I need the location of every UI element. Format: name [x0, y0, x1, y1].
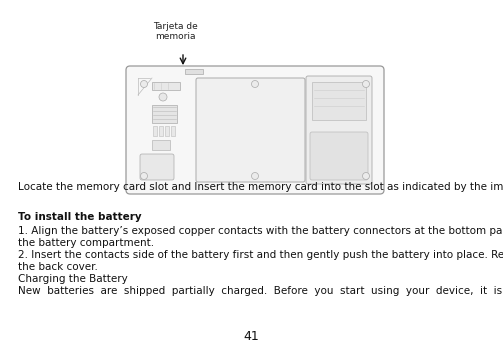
Text: New  batteries  are  shipped  partially  charged.  Before  you  start  using  yo: New batteries are shipped partially char…	[18, 286, 502, 296]
Text: the battery compartment.: the battery compartment.	[18, 238, 154, 248]
Text: Charging the Battery: Charging the Battery	[18, 274, 128, 284]
Text: To install the battery: To install the battery	[18, 212, 142, 222]
Text: 1. Align the battery’s exposed copper contacts with the battery connectors at th: 1. Align the battery’s exposed copper co…	[18, 226, 503, 236]
Text: 41: 41	[243, 330, 259, 343]
Bar	[152, 105, 177, 123]
Text: 2. Insert the contacts side of the battery first and then gently push the batter: 2. Insert the contacts side of the batte…	[18, 250, 503, 260]
Bar	[159, 126, 163, 136]
Bar	[185, 69, 203, 74]
Bar	[152, 82, 180, 90]
Circle shape	[252, 81, 259, 88]
FancyBboxPatch shape	[306, 76, 372, 184]
Circle shape	[363, 81, 370, 88]
Circle shape	[252, 172, 259, 179]
Bar	[152, 140, 170, 150]
Bar	[165, 126, 169, 136]
Bar	[171, 126, 175, 136]
FancyBboxPatch shape	[140, 154, 174, 180]
Text: the back cover.: the back cover.	[18, 262, 98, 272]
Circle shape	[363, 172, 370, 179]
Circle shape	[140, 172, 147, 179]
Circle shape	[159, 93, 167, 101]
FancyBboxPatch shape	[196, 78, 305, 182]
FancyBboxPatch shape	[126, 66, 384, 194]
Text: Tarjeta de
memoria: Tarjeta de memoria	[152, 22, 197, 42]
FancyBboxPatch shape	[310, 132, 368, 180]
Text: Locate the memory card slot and Insert the memory card into the slot as indicate: Locate the memory card slot and Insert t…	[18, 182, 503, 192]
Circle shape	[140, 81, 147, 88]
Bar	[312, 82, 366, 120]
Bar	[153, 126, 157, 136]
